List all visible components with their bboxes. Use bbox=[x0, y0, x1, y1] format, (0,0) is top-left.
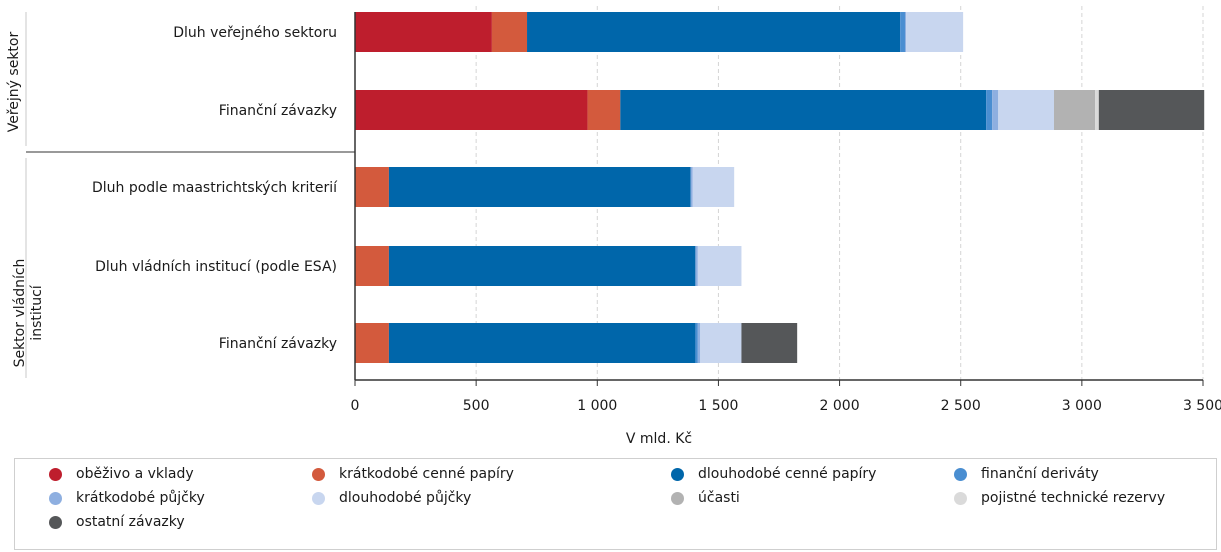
legend-swatch bbox=[312, 467, 325, 481]
bar-segment-kratkodobe-cenne-papiry bbox=[587, 90, 621, 130]
bar-segment-kratkodobe-pujcky bbox=[690, 167, 693, 207]
x-tick-label: 3 000 bbox=[1062, 398, 1102, 414]
bar-segment-dlouhodobe-pujcky bbox=[692, 167, 735, 207]
legend-swatch bbox=[312, 491, 325, 505]
bar-segment-dlouhodobe-cenne-papiry bbox=[388, 323, 696, 363]
legend-label: pojistné technické rezervy bbox=[981, 490, 1166, 506]
legend-label: oběživo a vklady bbox=[76, 466, 194, 482]
category-labels: Dluh veřejného sektoru Finanční závazky Dl… bbox=[6, 25, 338, 367]
bar-segment-dlouhodobe-cenne-papiry bbox=[620, 90, 987, 130]
bar-segment-kratkodobe-cenne-papiry bbox=[355, 323, 389, 363]
legend-swatch bbox=[954, 491, 967, 505]
bar-segment-obezivo-a-vklady bbox=[355, 12, 492, 52]
x-tick-label: 1 500 bbox=[698, 398, 738, 414]
legend-swatch bbox=[49, 515, 62, 529]
bar-segment-kratkodobe-cenne-papiry bbox=[355, 246, 389, 286]
bar-segment-kratkodobe-pujcky bbox=[697, 323, 701, 363]
bars bbox=[355, 12, 1205, 363]
category-label: Dluh veřejného sektoru bbox=[173, 25, 337, 41]
bar-segment-ostatni-zavazky bbox=[1098, 90, 1205, 130]
legend-item-financni-derivaty: finanční deriváty bbox=[954, 466, 1099, 482]
legend-swatch bbox=[954, 467, 967, 481]
legend-label: finanční deriváty bbox=[981, 466, 1099, 482]
bar-segment-kratkodobe-cenne-papiry bbox=[491, 12, 528, 52]
x-tick-label: 1 000 bbox=[577, 398, 617, 414]
gridlines bbox=[475, 6, 1204, 380]
axes: 0 500 1 000 1 500 2 000 2 500 3 000 3 500 bbox=[25, 12, 1221, 414]
legend-label: dlouhodobé půjčky bbox=[339, 490, 472, 506]
x-axis-title: V mld. Kč bbox=[626, 431, 692, 447]
category-label: Dluh vládních institucí (podle ESA) bbox=[95, 259, 337, 275]
category-label: Dluh podle maastrichtských kriterií bbox=[92, 180, 338, 196]
legend-label: ostatní závazky bbox=[76, 514, 185, 530]
bar-segment-kratkodobe-pujcky bbox=[904, 12, 907, 52]
bar-segment-kratkodobe-pujcky bbox=[695, 246, 698, 286]
legend: oběživo a vklady krátkodobé cenné papíry d… bbox=[14, 458, 1217, 550]
legend-item-ostatni-zavazky: ostatní závazky bbox=[49, 514, 185, 530]
legend-label: účasti bbox=[698, 490, 740, 506]
x-tick-label: 0 bbox=[351, 398, 360, 414]
x-tick-label: 500 bbox=[463, 398, 490, 414]
legend-item-kratkodobe-pujcky: krátkodobé půjčky bbox=[49, 490, 205, 506]
legend-item-dlouhodobe-cenne-papiry: dlouhodobé cenné papíry bbox=[671, 466, 876, 482]
legend-label: dlouhodobé cenné papíry bbox=[698, 466, 877, 482]
bar-segment-dlouhodobe-pujcky bbox=[998, 90, 1054, 130]
category-label: Finanční závazky bbox=[219, 103, 337, 119]
x-tick-label: 3 500 bbox=[1183, 398, 1221, 414]
legend-item-pojistne-technicke-rezervy: pojistné technické rezervy bbox=[954, 490, 1165, 506]
bar-segment-pojistne-technicke-rezervy bbox=[1095, 90, 1099, 130]
bar-segment-ostatni-zavazky bbox=[741, 323, 798, 363]
bar-segment-financni-derivaty bbox=[900, 12, 905, 52]
bar-segment-obezivo-a-vklady bbox=[355, 90, 588, 130]
bar-segment-dlouhodobe-cenne-papiry bbox=[527, 12, 901, 52]
bar-segment-financni-derivaty bbox=[986, 90, 993, 130]
legend-swatch bbox=[49, 491, 62, 505]
legend-item-dlouhodobe-pujcky: dlouhodobé půjčky bbox=[312, 490, 471, 506]
bar-segment-kratkodobe-pujcky bbox=[992, 90, 999, 130]
bar-segment-dlouhodobe-pujcky bbox=[697, 246, 742, 286]
legend-item-kratkodobe-cenne-papiry: krátkodobé cenné papíry bbox=[312, 466, 514, 482]
bar-segment-financni-derivaty bbox=[695, 323, 698, 363]
chart: 0 500 1 000 1 500 2 000 2 500 3 000 3 500 Dluh … bbox=[6, 6, 1221, 447]
bar-segment-dlouhodobe-cenne-papiry bbox=[388, 246, 696, 286]
legend-label: krátkodobé půjčky bbox=[76, 490, 205, 506]
group-label: Sektor vládníchinstitucí bbox=[12, 259, 45, 368]
bar-segment-dlouhodobe-pujcky bbox=[700, 323, 742, 363]
legend-label: krátkodobé cenné papíry bbox=[339, 466, 514, 482]
category-label: Finanční závazky bbox=[219, 336, 337, 352]
legend-swatch bbox=[671, 467, 684, 481]
legend-item-obezivo-a-vklady: oběživo a vklady bbox=[49, 466, 194, 482]
legend-swatch bbox=[671, 491, 684, 505]
legend-item-ucasti: účasti bbox=[671, 490, 740, 506]
bar-segment-kratkodobe-cenne-papiry bbox=[355, 167, 389, 207]
bar-segment-dlouhodobe-pujcky bbox=[906, 12, 964, 52]
x-tick-label: 2 500 bbox=[941, 398, 981, 414]
bar-segment-ucasti bbox=[1053, 90, 1096, 130]
group-label: Veřejný sektor bbox=[6, 32, 22, 133]
x-tick-label: 2 000 bbox=[820, 398, 860, 414]
bar-segment-dlouhodobe-cenne-papiry bbox=[388, 167, 691, 207]
legend-swatch bbox=[49, 467, 62, 481]
